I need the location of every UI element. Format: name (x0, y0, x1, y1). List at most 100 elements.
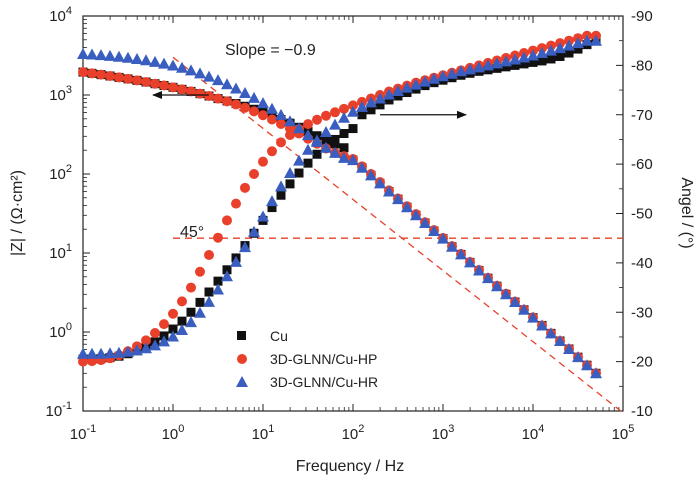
point-phase-hp (150, 327, 161, 338)
point-phase-cu (357, 110, 367, 120)
point-impedance-hr (419, 216, 432, 228)
point-phase-hp (158, 319, 169, 330)
point-impedance-hr (347, 154, 359, 166)
legend-label-hr: 3D-GLNN/Cu-HR (270, 374, 378, 390)
y-left-axis-title: |Z| / (Ω·cm²) (9, 170, 26, 256)
point-phase-hp (267, 146, 278, 157)
point-impedance-hr (113, 50, 126, 62)
point-phase-hr (509, 53, 522, 65)
point-phase-hr (193, 306, 206, 318)
point-phase-hr (473, 61, 486, 73)
point-phase-hr (410, 78, 423, 90)
point-phase-hr (383, 88, 396, 100)
point-phase-hr (419, 75, 432, 87)
point-phase-hp (177, 296, 188, 307)
point-phase-cu (294, 168, 304, 178)
point-impedance-hr (571, 351, 584, 363)
point-impedance-hp (240, 102, 251, 113)
point-phase-cu (555, 51, 565, 61)
point-impedance-hp (131, 75, 142, 86)
point-impedance-hr (590, 367, 603, 379)
y-left-tick-label: 10-1 (46, 400, 72, 420)
point-impedance-hr (203, 70, 216, 82)
x-tick-label: 103 (432, 423, 455, 443)
point-phase-cu (177, 316, 187, 326)
point-impedance-hr (455, 248, 468, 260)
point-phase-hr (86, 347, 99, 359)
point-phase-hp (302, 119, 313, 130)
point-impedance-hr (329, 146, 342, 158)
legend-marker-hp (237, 354, 247, 364)
point-phase-hp (221, 215, 232, 226)
legend-entry-cu: Cu (237, 328, 288, 344)
point-impedance-hp (177, 84, 188, 95)
point-phase-hp (204, 249, 215, 260)
point-phase-cu (546, 54, 556, 64)
point-phase-cu (348, 124, 358, 134)
y-left-tick-label: 104 (49, 5, 72, 25)
y-right-tick-label: -60 (631, 156, 653, 173)
point-impedance-hr (176, 61, 189, 73)
point-phase-hr (373, 92, 386, 104)
point-impedance-hp (87, 68, 98, 79)
y-right-tick-label: -30 (631, 304, 653, 321)
point-phase-hp (276, 137, 287, 148)
point-phase-cu (330, 134, 340, 144)
point-impedance-hr (337, 151, 350, 163)
point-phase-hp (248, 169, 259, 179)
point-phase-hr (266, 195, 279, 207)
point-phase-hr (527, 49, 539, 61)
point-phase-cu (285, 179, 295, 189)
point-impedance-hr (509, 295, 522, 307)
y-right-tick-label: -50 (631, 206, 653, 223)
point-impedance-cu (330, 139, 340, 149)
point-impedance-hp (258, 110, 268, 121)
point-phase-hr (293, 154, 306, 166)
y-left-tick-label: 101 (49, 242, 72, 262)
point-impedance-hr (185, 64, 198, 76)
point-phase-hr (580, 34, 593, 46)
point-impedance-hr (103, 49, 116, 61)
point-phase-cu (213, 276, 223, 286)
point-phase-hr (463, 63, 476, 75)
point-phase-hr (337, 111, 350, 123)
point-impedance-hr (481, 272, 494, 284)
point-phase-hr (427, 72, 440, 84)
point-impedance-hr (490, 280, 503, 292)
point-phase-hr (130, 344, 143, 356)
point-impedance-hr (446, 240, 459, 252)
point-impedance-hr (157, 57, 170, 69)
point-phase-hp (212, 232, 223, 243)
point-impedance-hr (193, 67, 206, 79)
point-phase-hp (284, 129, 295, 140)
point-phase-cu (375, 100, 385, 110)
point-impedance-hr (400, 201, 413, 213)
point-phase-hr (391, 85, 404, 97)
point-phase-cu (186, 307, 196, 317)
point-impedance-hp (150, 78, 161, 89)
point-impedance-hr (410, 209, 423, 221)
point-impedance-hr (283, 115, 296, 127)
point-phase-hp (330, 107, 341, 118)
point-phase-hp (311, 114, 322, 125)
point-phase-hr (301, 143, 314, 155)
point-phase-hr (481, 59, 494, 71)
point-phase-hp (231, 198, 242, 209)
point-phase-cu (528, 57, 538, 67)
point-impedance-hr (149, 55, 162, 67)
point-impedance-hp (248, 106, 259, 117)
point-phase-hr (211, 283, 224, 295)
point-impedance-hr (373, 177, 386, 189)
point-impedance-hr (545, 327, 558, 339)
point-impedance-hp (231, 99, 242, 110)
point-impedance-hr (320, 141, 333, 153)
y-right-tick-label: -80 (631, 57, 653, 74)
point-impedance-hr (140, 54, 153, 66)
point-phase-hr (446, 67, 459, 79)
legend-entry-hr: 3D-GLNN/Cu-HR (236, 374, 378, 390)
point-impedance-hr (517, 303, 530, 315)
point-impedance-hp (122, 73, 133, 84)
point-phase-hr (283, 167, 296, 179)
point-phase-hr (320, 126, 333, 138)
